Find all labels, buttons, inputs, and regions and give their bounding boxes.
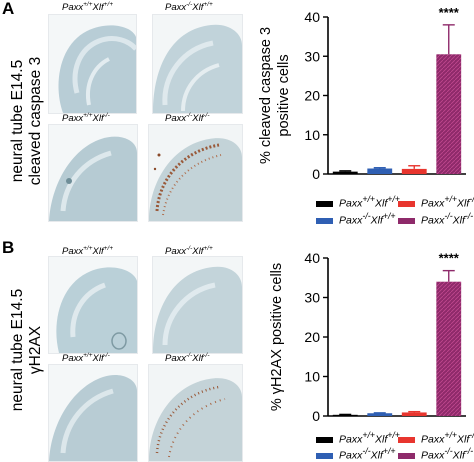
bar-chart-gh2ax: 0 10 20 30 40 % γH2AX positive cells **** [269,250,466,424]
tissue-image-a3 [48,124,138,222]
genotype-label-b3: Paxx+/+Xlf-/- [62,352,110,365]
legend-b-item-1: Paxx+/+Xlf+/+ [316,430,400,446]
legend-a-item-3: Paxx-/-Xlf+/+ [316,211,396,227]
y-axis-label-line: % γH2AX positive cells [269,263,285,411]
legend-swatch [316,200,333,207]
legend-swatch [316,217,333,224]
panel-letter-a: A [2,0,15,18]
genotype-label-b2: Paxx-/-Xlf+/+ [165,245,213,258]
y-tick-label: 10 [304,369,320,385]
tissue-image-b1 [48,256,138,354]
panel-b-side-label: neural tube E14.5 γH2AX [9,265,49,435]
bar [367,168,393,174]
y-axis-label-line: positive cells [276,54,292,136]
y-tick-label: 0 [312,408,320,424]
bar-chart-caspase: 0 10 20 30 40 % cleaved caspase 3 positive cel… [258,5,466,182]
legend-swatch [398,436,415,443]
tissue-image-b2-svg [153,257,242,353]
bar [436,54,462,174]
y-axis-label-line: % cleaved caspase 3 [258,27,274,164]
tissue-image-a4 [148,124,243,222]
tissue-image-a3-svg [49,125,137,221]
tissue-image-b1-svg [49,257,137,353]
genotype-label-a4: Paxx-/-Xlf-/- [165,112,210,125]
legend-b-item-4: Paxx-/-Xlf-/- [398,446,473,462]
tissue-image-a2 [152,14,243,114]
tissue-image-b2 [152,256,243,354]
y-tick-label: 30 [304,48,320,64]
genotype-label-a2: Paxx-/-Xlf+/+ [165,1,213,14]
genotype-label-b4: Paxx-/-Xlf-/- [165,352,210,365]
panel-b-side-label-line2: γH2AX [27,325,44,375]
tissue-image-b3-svg [49,365,137,461]
significance-stars: **** [439,251,460,266]
legend-a-item-4: Paxx-/-Xlf-/- [398,211,473,227]
tissue-image-b3 [48,364,138,462]
y-tick-label: 20 [304,88,320,104]
tissue-image-a2-svg [153,15,242,113]
panel-b-side-label-line1: neural tube E14.5 [9,288,26,412]
significance-stars: **** [439,5,460,20]
y-tick-label: 10 [304,127,320,143]
tissue-image-a4-svg [149,125,242,221]
y-tick-label: 20 [304,329,320,345]
legend-swatch [398,217,415,224]
y-axis-label: % cleaved caspase 3 positive cells [258,27,292,164]
bar [332,414,358,416]
tissue-image-b4-svg [149,365,242,461]
legend-a-item-1: Paxx+/+Xlf+/+ [316,194,400,210]
panel-letter-b: B [2,238,15,257]
y-tick-label: 40 [304,250,320,266]
genotype-label-a1: Paxx+/+Xlf+/+ [62,1,114,14]
legend-swatch [316,436,333,443]
legend-swatch [398,452,415,459]
bar [367,413,393,416]
genotype-label-a3: Paxx+/+Xlf-/- [62,112,110,125]
legend-b-item-2: Paxx+/+Xlf-/- [398,430,474,446]
tissue-image-a1 [48,14,137,114]
panel-a-side-label-line2: cleaved caspase 3 [27,56,44,186]
genotype-label-b1: Paxx+/+Xlf+/+ [62,245,114,258]
legend-a-item-2: Paxx+/+Xlf-/- [398,194,474,210]
legend-swatch [316,452,333,459]
bar [436,281,462,416]
legend-b-item-3: Paxx-/-Xlf+/+ [316,446,396,462]
legend-swatch [398,200,415,207]
panel-a-side-label-line1: neural tube E14.5 [9,59,26,183]
bar [401,168,427,174]
y-tick-label: 40 [304,9,320,25]
y-tick-label: 0 [312,166,320,182]
bar [332,171,358,174]
tissue-image-a1-svg [49,15,136,113]
panel-a-side-label: neural tube E14.5 cleaved caspase 3 [9,36,49,206]
tissue-image-b4 [148,364,243,462]
bar [401,412,427,416]
y-tick-label: 30 [304,290,320,306]
y-axis-label: % γH2AX positive cells [269,263,285,411]
